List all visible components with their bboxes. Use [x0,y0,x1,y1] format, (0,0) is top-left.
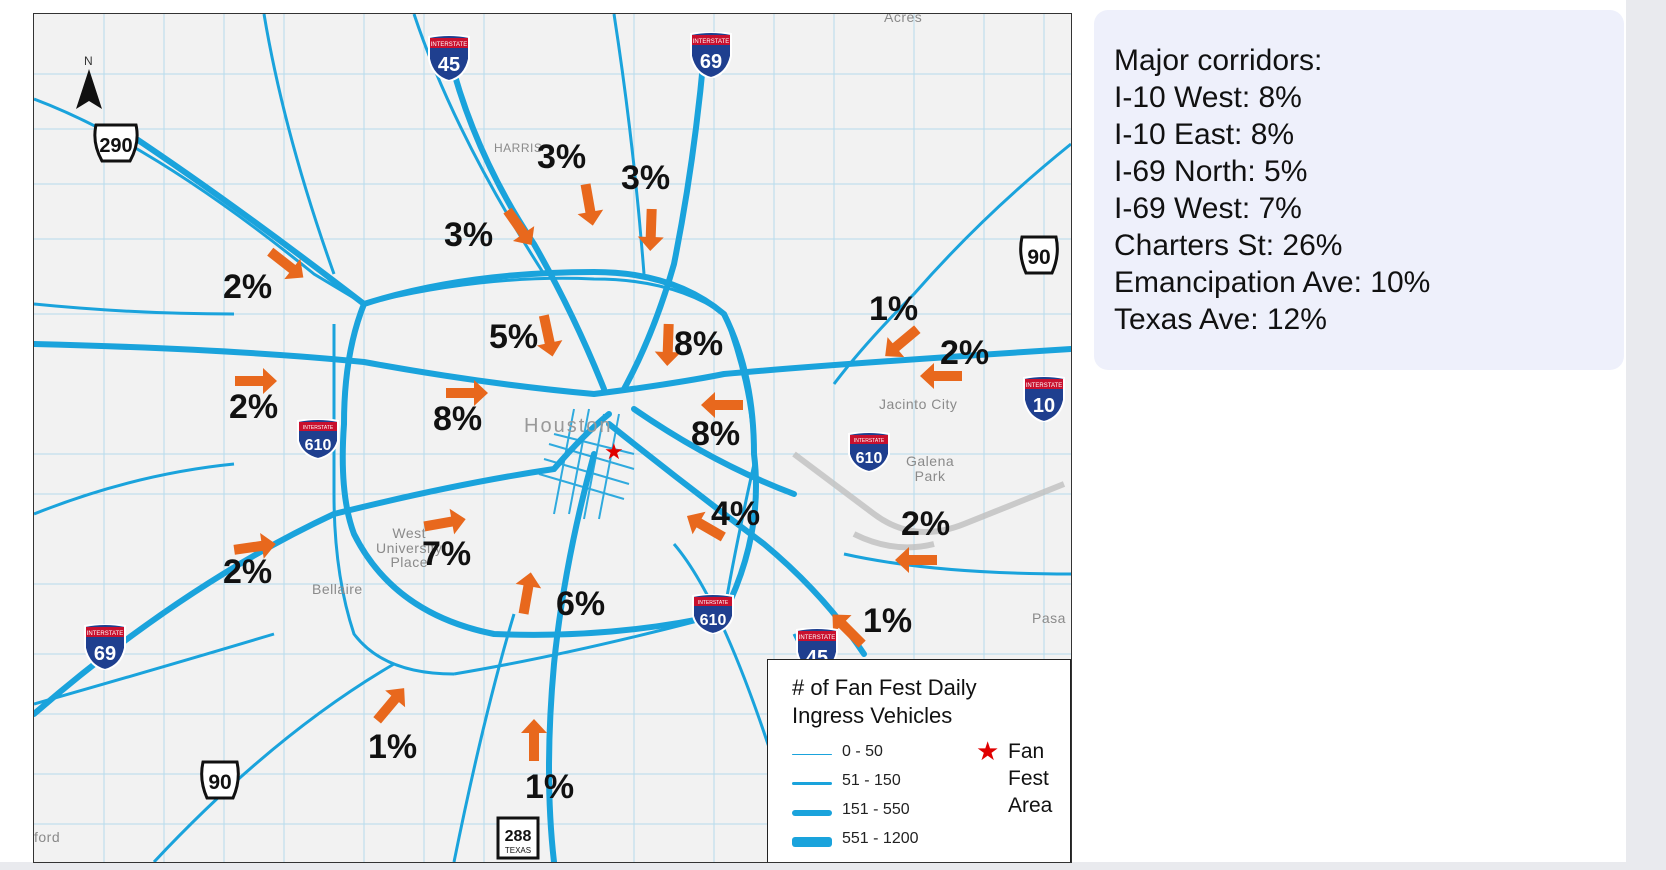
corridor-item: I-10 West: 8% [1114,81,1302,114]
percent-label: 2% [223,268,273,306]
percent-label: 1% [368,728,418,766]
legend-label: 151 - 550 [842,801,910,818]
percent-label: 8% [674,325,724,363]
percent-label: 4% [711,495,761,533]
us-route-shield-290: 290 [92,123,140,168]
interstate-shield-610-west: INTERSTATE 610 [296,418,340,464]
percent-label: 2% [940,334,990,372]
percent-label: 2% [901,505,951,543]
corridor-item: Charters St: 26% [1114,229,1343,262]
legend-swatch [792,754,832,755]
svg-text:45: 45 [438,54,460,76]
percent-label: 8% [691,415,741,453]
svg-text:INTERSTATE: INTERSTATE [799,635,835,641]
corridors-panel: Major corridors: I-10 West: 8% I-10 East… [1094,10,1624,370]
percent-label: 7% [422,535,472,573]
interstate-shield-69-southwest: INTERSTATE 69 [83,623,127,675]
us-route-shield-90-east: 90 [1018,235,1060,280]
legend-label: 551 - 1200 [842,830,919,847]
place-label-ford: ford [34,829,61,845]
interstate-shield-610-east: INTERSTATE 610 [847,431,891,477]
percent-label: 3% [444,216,494,254]
svg-text:290: 290 [99,135,132,157]
svg-text:610: 610 [856,450,883,467]
svg-text:INTERSTATE: INTERSTATE [1026,383,1062,389]
corridor-item: I-69 West: 7% [1114,192,1302,225]
legend-label: 0 - 50 [842,743,883,760]
svg-text:INTERSTATE: INTERSTATE [87,631,123,637]
north-label: N [84,54,93,68]
svg-text:610: 610 [305,437,332,454]
svg-text:288: 288 [505,828,532,845]
svg-text:69: 69 [94,643,116,665]
traffic-map: N Acres HARRIS Houston Jacinto City Gale… [33,13,1072,863]
page-card: N Acres HARRIS Houston Jacinto City Gale… [0,0,1626,863]
place-label-bellaire: Bellaire [312,581,363,597]
svg-text:INTERSTATE: INTERSTATE [431,42,467,48]
place-label-harris: HARRIS [494,141,543,155]
legend-swatch [792,782,832,785]
svg-text:INTERSTATE: INTERSTATE [698,600,729,606]
legend-title: # of Fan Fest Daily Ingress Vehicles [792,675,977,728]
interstate-shield-610-south: INTERSTATE 610 [691,593,735,639]
percent-label: 1% [863,602,913,640]
panel-title: Major corridors: [1114,44,1323,77]
corridor-item: Texas Ave: 12% [1114,303,1327,336]
percent-label: 5% [489,318,539,356]
place-label-west-university-place: West University Place [376,525,443,571]
svg-text:69: 69 [700,51,722,73]
corridor-item: I-10 East: 8% [1114,118,1295,151]
legend-swatch [792,810,832,816]
legend-star-label: Fan Fest Area [1008,740,1053,817]
interstate-shield-69: INTERSTATE 69 [689,31,733,83]
interstate-shield-45: INTERSTATE 45 [427,34,471,86]
us-route-shield-90-southwest: 90 [199,760,241,805]
percent-label: 3% [621,159,671,197]
svg-text:90: 90 [208,771,231,794]
legend-swatch [792,837,832,847]
percent-label: 6% [556,585,606,623]
percent-label: 2% [229,388,279,426]
place-label-acres: Acres [884,13,923,25]
percent-label: 1% [869,290,919,328]
north-arrow-icon [76,69,102,109]
interstate-shield-10: INTERSTATE 10 [1022,375,1066,427]
legend-star-icon: ★ [976,736,1000,766]
texas-shield-288: 288 TEXAS [496,816,540,862]
corridor-item: I-69 North: 5% [1114,155,1308,188]
place-label-pasadena: Pasa [1032,610,1066,626]
svg-text:TEXAS: TEXAS [505,846,531,855]
svg-text:INTERSTATE: INTERSTATE [303,425,334,431]
corridor-item: Emancipation Ave: 10% [1114,266,1431,299]
svg-text:INTERSTATE: INTERSTATE [854,438,885,444]
svg-text:10: 10 [1033,395,1055,417]
place-label-jacinto-city: Jacinto City [879,396,958,412]
svg-text:INTERSTATE: INTERSTATE [693,39,729,45]
map-legend: # of Fan Fest Daily Ingress Vehicles 0 -… [767,659,1071,862]
legend-label: 51 - 150 [842,772,901,789]
place-label-galena-park: Galena Park [906,453,955,484]
place-label-houston: Houston [524,415,613,437]
svg-text:90: 90 [1027,246,1050,269]
svg-text:610: 610 [700,612,727,629]
fan-fest-star-icon: ★ [604,439,624,464]
percent-label: 8% [433,400,483,438]
percent-label: 1% [525,768,575,806]
percent-label: 3% [537,138,587,176]
percent-label: 2% [223,553,273,591]
